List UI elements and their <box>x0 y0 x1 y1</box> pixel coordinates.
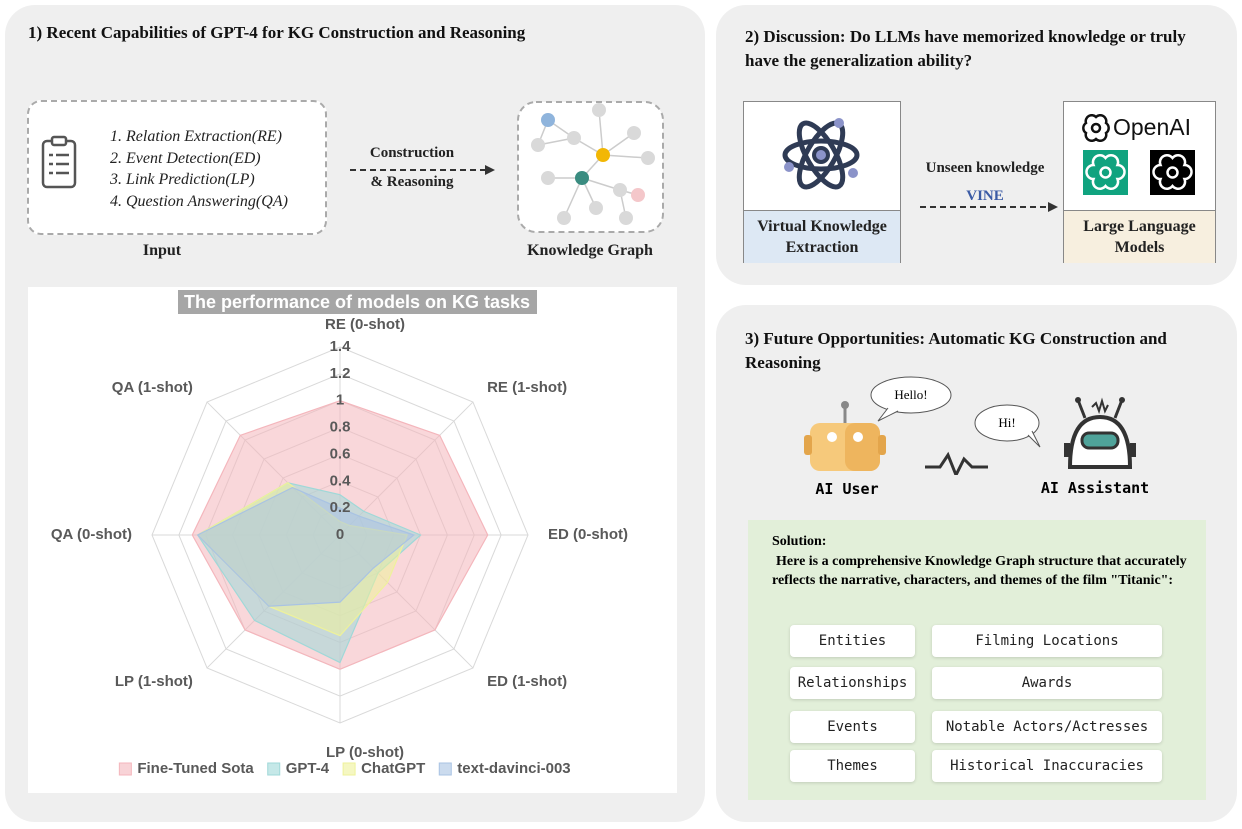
kg-icon <box>517 101 664 233</box>
legend-swatch <box>267 762 281 776</box>
vke-label: Virtual Knowledge Extraction <box>744 210 900 263</box>
arrow-label: Construction <box>369 145 455 161</box>
input-label: Input <box>142 242 182 259</box>
chatgpt-logo-dark <box>1150 150 1195 195</box>
arrow <box>350 165 495 175</box>
user-label: AI User <box>815 480 879 498</box>
clipboard-icon <box>41 135 77 189</box>
axis-label: RE (1-shot) <box>487 379 567 396</box>
arrow-label: Unseen knowledge <box>925 160 1045 176</box>
kg-item: Awards <box>932 667 1162 699</box>
radar-chart: The performance of models on KG tasks 0 0… <box>28 287 677 793</box>
y-tick-label: 1 <box>336 392 344 409</box>
panel-title: 2) Discussion: Do LLMs have memorized kn… <box>745 27 1186 70</box>
y-tick-label: 0 <box>336 526 344 543</box>
legend-label: text-davinci-003 <box>457 760 570 777</box>
llm-label: Large Language Models <box>1064 210 1215 263</box>
y-tick-label: 0.2 <box>330 499 351 516</box>
kg-item: Historical Inaccuracies <box>932 750 1162 782</box>
kg-item: Notable Actors/Actresses <box>932 711 1162 743</box>
assistant-label: AI Assistant <box>1040 479 1150 497</box>
task: 1. Relation Extraction(RE) <box>110 128 282 145</box>
panel-title: 1) Recent Capabilities of GPT-4 for KG C… <box>28 23 526 42</box>
y-tick-label: 0.6 <box>330 445 351 462</box>
bubble-text: Hi! <box>998 415 1016 430</box>
arrow-label: & Reasoning <box>370 174 454 190</box>
kg-item: Relationships <box>790 667 915 699</box>
arrow-sublabel: VINE <box>966 188 1004 204</box>
axis-label: ED (0-shot) <box>548 526 628 543</box>
solution-text: Here is a comprehensive Knowledge Graph … <box>772 554 1187 588</box>
axis-label: LP (0-shot) <box>326 744 404 761</box>
legend-label: Fine-Tuned Sota <box>137 760 254 777</box>
chart-title-bg <box>178 290 537 314</box>
y-tick-label: 0.4 <box>330 472 352 489</box>
axis-label: ED (1-shot) <box>487 673 567 690</box>
kg-item: Events <box>790 711 915 743</box>
openai-logo <box>1082 114 1110 142</box>
atom-icon <box>782 118 860 190</box>
dialogue-illustration <box>804 376 1136 475</box>
panel-title: 3) Future Opportunities: Automatic KG Co… <box>745 329 1167 372</box>
legend-swatch <box>118 762 132 776</box>
y-tick-label: 1.2 <box>330 365 351 382</box>
bubble-text: Hello! <box>894 387 928 402</box>
axis-label: QA (1-shot) <box>112 379 193 396</box>
legend-label: GPT-4 <box>286 760 330 777</box>
arrow <box>920 202 1058 212</box>
kg-label: Knowledge Graph <box>527 242 653 259</box>
y-tick-label: 1.4 <box>330 338 352 355</box>
legend-label: ChatGPT <box>361 760 425 777</box>
kg-item: Themes <box>790 750 915 782</box>
task: 2. Event Detection(ED) <box>110 150 261 167</box>
chatgpt-logo <box>1083 150 1128 195</box>
y-tick-label: 0.8 <box>330 419 351 436</box>
task: 3. Link Prediction(LP) <box>110 171 255 188</box>
axis-label: LP (1-shot) <box>115 673 193 690</box>
legend-swatch <box>342 762 356 776</box>
solution-title: Solution: <box>772 534 827 549</box>
axis-label: RE (0-shot) <box>325 316 405 333</box>
kg-item: Filming Locations <box>932 625 1162 657</box>
chart-title: The performance of models on KG tasks <box>184 292 530 312</box>
openai-text: OpenAI <box>1113 114 1191 140</box>
kg-item: Entities <box>790 625 915 657</box>
series-area <box>196 486 416 607</box>
legend-swatch <box>438 762 452 776</box>
axis-label: QA (0-shot) <box>51 526 132 543</box>
task: 4. Question Answering(QA) <box>110 193 288 210</box>
input-box <box>27 100 327 235</box>
